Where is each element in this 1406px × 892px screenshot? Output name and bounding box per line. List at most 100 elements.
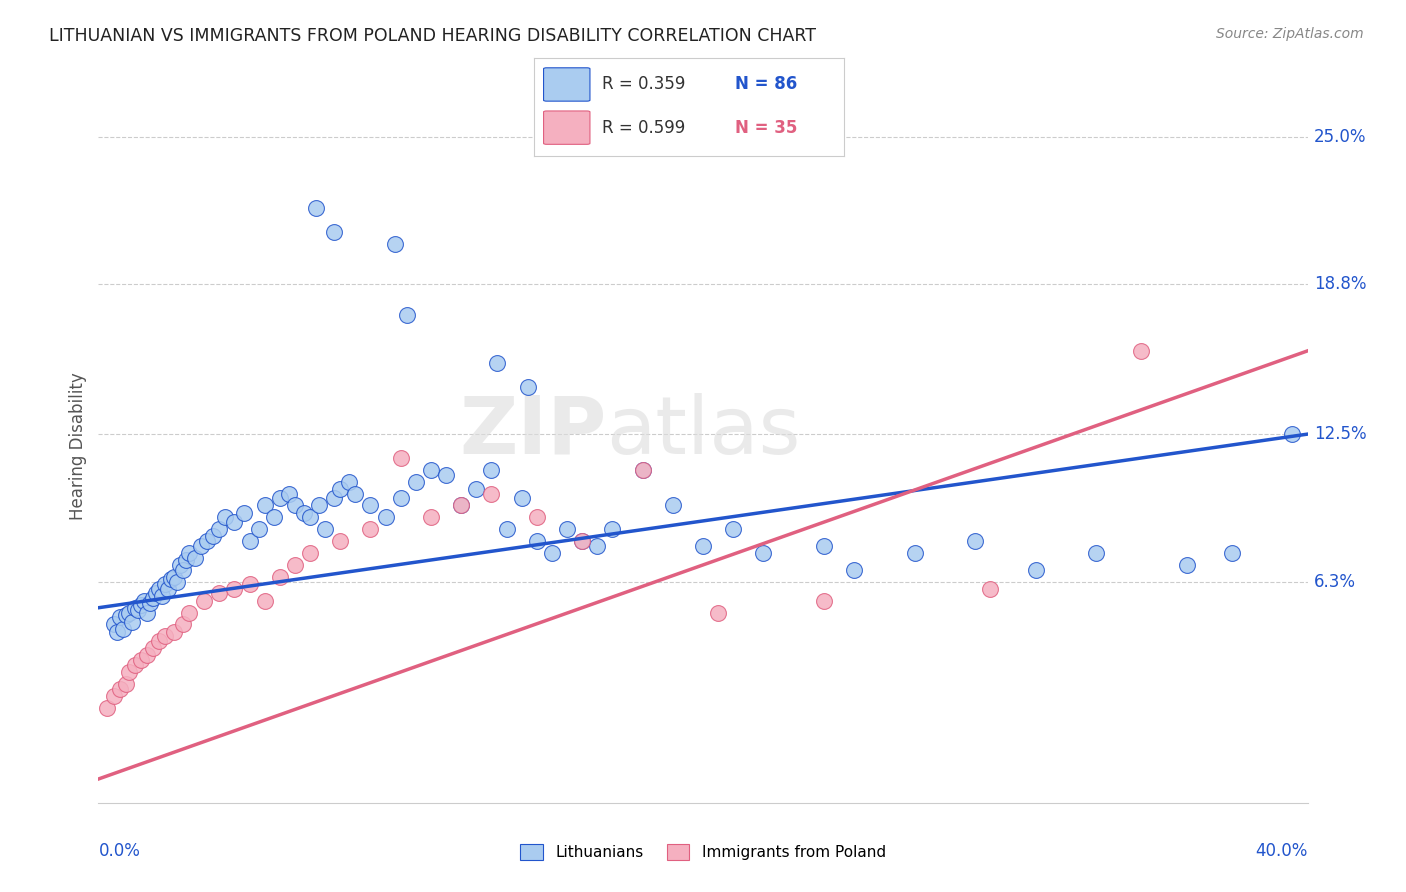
Point: [723, 522, 745, 536]
Point: [108, 610, 131, 624]
Point: [153, 629, 176, 643]
Point: [169, 558, 191, 572]
Text: 12.5%: 12.5%: [1313, 425, 1367, 443]
Point: [360, 499, 382, 513]
Point: [277, 486, 299, 500]
Point: [172, 617, 194, 632]
Point: [160, 572, 183, 586]
Point: [526, 510, 548, 524]
Point: [139, 596, 162, 610]
Point: [253, 499, 276, 513]
Point: [208, 586, 231, 600]
FancyBboxPatch shape: [544, 111, 591, 145]
Point: [329, 482, 352, 496]
Text: ZIP: ZIP: [458, 392, 606, 471]
Point: [208, 522, 231, 536]
Point: [224, 515, 246, 529]
Point: [247, 522, 270, 536]
Point: [510, 491, 533, 506]
Point: [305, 201, 328, 215]
Point: [114, 677, 136, 691]
Point: [661, 499, 683, 513]
Point: [142, 591, 165, 606]
Point: [108, 681, 131, 696]
Point: [105, 624, 128, 639]
Point: [1130, 343, 1153, 358]
Text: 0.0%: 0.0%: [98, 842, 141, 860]
Point: [540, 546, 562, 560]
Point: [450, 499, 472, 513]
Point: [389, 450, 412, 465]
Point: [214, 510, 236, 524]
Point: [1085, 546, 1108, 560]
Point: [163, 570, 186, 584]
Point: [121, 615, 143, 629]
Point: [148, 582, 170, 596]
FancyBboxPatch shape: [544, 68, 591, 101]
Text: Source: ZipAtlas.com: Source: ZipAtlas.com: [1216, 27, 1364, 41]
Point: [124, 600, 146, 615]
Point: [163, 624, 186, 639]
Point: [127, 603, 149, 617]
Point: [299, 546, 322, 560]
Point: [481, 486, 503, 500]
Point: [153, 577, 176, 591]
Point: [1281, 427, 1303, 442]
Point: [299, 510, 322, 524]
Point: [395, 308, 418, 322]
Point: [904, 546, 927, 560]
Point: [202, 529, 225, 543]
Point: [314, 522, 336, 536]
Point: [195, 534, 218, 549]
Point: [103, 689, 125, 703]
Point: [253, 593, 276, 607]
Point: [269, 491, 291, 506]
Point: [965, 534, 987, 549]
Point: [263, 510, 285, 524]
Point: [571, 534, 593, 549]
Point: [526, 534, 548, 549]
Point: [337, 475, 360, 489]
Text: R = 0.359: R = 0.359: [602, 76, 686, 94]
Point: [813, 593, 835, 607]
Text: 25.0%: 25.0%: [1313, 128, 1367, 145]
Point: [405, 475, 427, 489]
Point: [389, 491, 412, 506]
Point: [481, 463, 503, 477]
Point: [384, 236, 406, 251]
Point: [129, 653, 152, 667]
Point: [179, 546, 201, 560]
Point: [179, 606, 201, 620]
Point: [193, 593, 215, 607]
Point: [150, 589, 173, 603]
Point: [135, 648, 157, 663]
Text: N = 35: N = 35: [735, 119, 797, 136]
Point: [344, 486, 367, 500]
Point: [844, 563, 866, 577]
Point: [374, 510, 396, 524]
Point: [184, 550, 207, 565]
Point: [132, 593, 155, 607]
Text: LITHUANIAN VS IMMIGRANTS FROM POLAND HEARING DISABILITY CORRELATION CHART: LITHUANIAN VS IMMIGRANTS FROM POLAND HEA…: [49, 27, 817, 45]
Point: [114, 607, 136, 622]
Point: [813, 539, 835, 553]
Point: [979, 582, 1001, 596]
Point: [486, 356, 509, 370]
Point: [118, 606, 141, 620]
Point: [129, 599, 152, 613]
Point: [224, 582, 246, 596]
Point: [1220, 546, 1243, 560]
Point: [465, 482, 488, 496]
Point: [1024, 563, 1046, 577]
Point: [292, 506, 315, 520]
Point: [166, 574, 188, 589]
Text: N = 86: N = 86: [735, 76, 797, 94]
Point: [103, 617, 125, 632]
Point: [148, 634, 170, 648]
Point: [420, 463, 443, 477]
Point: [174, 553, 197, 567]
Text: 18.8%: 18.8%: [1313, 276, 1367, 293]
Y-axis label: Hearing Disability: Hearing Disability: [69, 372, 87, 520]
Point: [323, 225, 346, 239]
Point: [692, 539, 714, 553]
